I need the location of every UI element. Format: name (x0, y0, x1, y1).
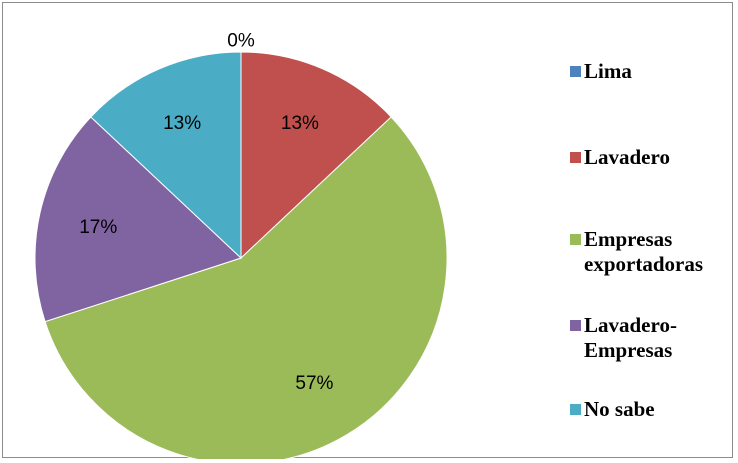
pie-data-labels: 0% 13% 57% 17% 13% (79, 31, 333, 394)
pie-slices (34, 51, 448, 459)
legend-label-no-sabe: No sabe (584, 397, 655, 422)
legend-label-lavadero: Lavadero (584, 145, 670, 170)
legend-label-line: Lavadero (584, 145, 670, 169)
legend: Lima Lavadero Empresas exportadoras Lavadero… (570, 3, 735, 459)
legend-swatch-lavadero (570, 152, 581, 163)
legend-label-empresas-exportadoras: Empresas exportadoras (584, 227, 703, 277)
legend-label-line: Empresas (584, 338, 673, 362)
legend-label-lima: Lima (584, 59, 632, 84)
legend-swatch-empresas-exportadoras (570, 234, 581, 245)
legend-item-lavadero: Lavadero (570, 145, 670, 170)
legend-swatch-no-sabe (570, 404, 581, 415)
legend-item-no-sabe: No sabe (570, 397, 655, 422)
pie-slice-no-sabe (90, 51, 242, 260)
legend-swatch-lima (570, 66, 581, 77)
pie-slice-empresas-exportadoras (44, 116, 448, 459)
legend-item-lima: Lima (570, 59, 632, 84)
legend-item-empresas-exportadoras: Empresas exportadoras (570, 227, 703, 277)
legend-label-lavadero-empresas: Lavadero- Empresas (584, 313, 677, 363)
legend-label-line: No sabe (584, 397, 655, 421)
pie-slice-lavadero (240, 51, 392, 260)
data-label-lavadero: 13% (281, 113, 319, 134)
legend-swatch-lavadero-empresas (570, 320, 581, 331)
data-label-lavadero-empresas: 17% (79, 217, 117, 238)
legend-item-lavadero-empresas: Lavadero- Empresas (570, 313, 677, 363)
data-label-empresas-exportadoras: 57% (295, 373, 333, 394)
data-label-no-sabe: 13% (163, 113, 201, 134)
pie-chart: 0% 13% 57% 17% 13% (34, 31, 448, 459)
legend-label-line: exportadoras (584, 252, 703, 276)
legend-label-line: Lavadero- (584, 313, 677, 337)
legend-label-line: Lima (584, 59, 632, 83)
pie-slice-lavadero-empresas (34, 116, 242, 323)
legend-label-line: Empresas (584, 227, 673, 251)
data-label-lima: 0% (227, 31, 255, 52)
